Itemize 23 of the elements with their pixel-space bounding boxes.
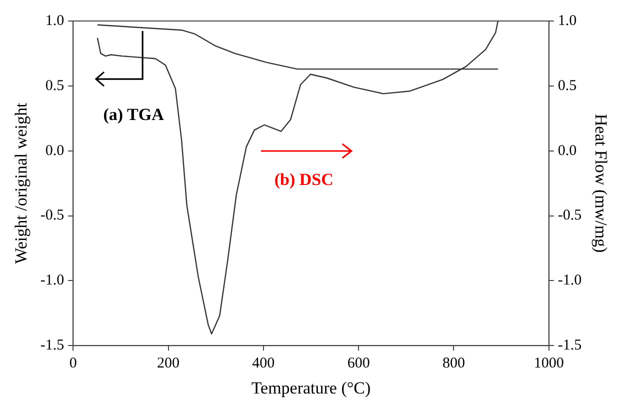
annotation: (b) DSC <box>274 170 334 190</box>
y-axis-title: Weight /original weight <box>12 102 31 264</box>
y2-axis-title: Heat Flow (mw/mg) <box>591 114 610 253</box>
y2-tick-label: 1.0 <box>558 12 577 29</box>
y-tick-label: -1.5 <box>40 338 64 354</box>
y2-tick-label: 0.5 <box>558 78 577 94</box>
y2-tick-label: 0.0 <box>558 142 577 159</box>
y-tick-label: 0.5 <box>45 78 64 94</box>
x-tick-label: 400 <box>252 356 275 372</box>
x-tick-label: 0 <box>69 356 77 372</box>
x-tick-label: 1000 <box>534 356 564 372</box>
y-tick-label: -0.5 <box>40 208 64 224</box>
x-tick-label: 200 <box>157 356 180 372</box>
y-tick-label: -1.0 <box>40 272 64 289</box>
y2-tick-label: -1.0 <box>558 272 582 289</box>
y-tick-label: 0.0 <box>45 142 64 159</box>
y2-tick-label: -0.5 <box>558 208 582 224</box>
x-tick-label: 800 <box>442 356 465 372</box>
y2-tick-label: -1.5 <box>558 338 582 354</box>
annotation: (a) TGA <box>103 105 165 124</box>
x-tick-label: 600 <box>347 356 370 372</box>
x-axis-title: Temperature (°C) <box>251 378 371 398</box>
y-tick-label: 1.0 <box>45 12 64 29</box>
